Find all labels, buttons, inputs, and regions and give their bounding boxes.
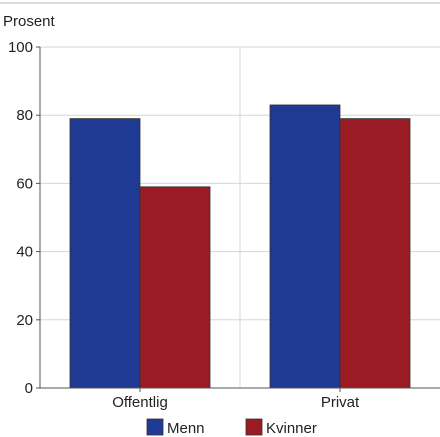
y-tick-label: 60 — [16, 175, 33, 192]
axes: 0 20 40 60 80 100 Offentlig Privat — [8, 39, 440, 411]
legend-label-kvinner: Kvinner — [266, 420, 317, 437]
y-tick-label: 40 — [16, 244, 33, 261]
bar-offentlig-kvinner — [139, 186, 211, 389]
legend: Menn Kvinner — [146, 418, 317, 437]
y-tick-label: 20 — [16, 312, 33, 329]
bar-offentlig-menn — [69, 118, 141, 389]
x-tick-label: Offentlig — [112, 394, 168, 411]
legend-label-menn: Menn — [167, 420, 205, 437]
bar-privat-menn — [269, 104, 341, 389]
legend-swatch-kvinner — [245, 418, 263, 436]
legend-swatch-menn — [146, 418, 164, 436]
y-tick-label: 0 — [25, 380, 33, 397]
y-tick-label: 100 — [8, 39, 33, 56]
y-tick-label: 80 — [16, 107, 33, 124]
y-axis-title: Prosent — [3, 13, 56, 30]
bar-privat-kvinner — [339, 118, 411, 389]
bars — [69, 104, 411, 389]
x-tick-label: Privat — [321, 394, 360, 411]
